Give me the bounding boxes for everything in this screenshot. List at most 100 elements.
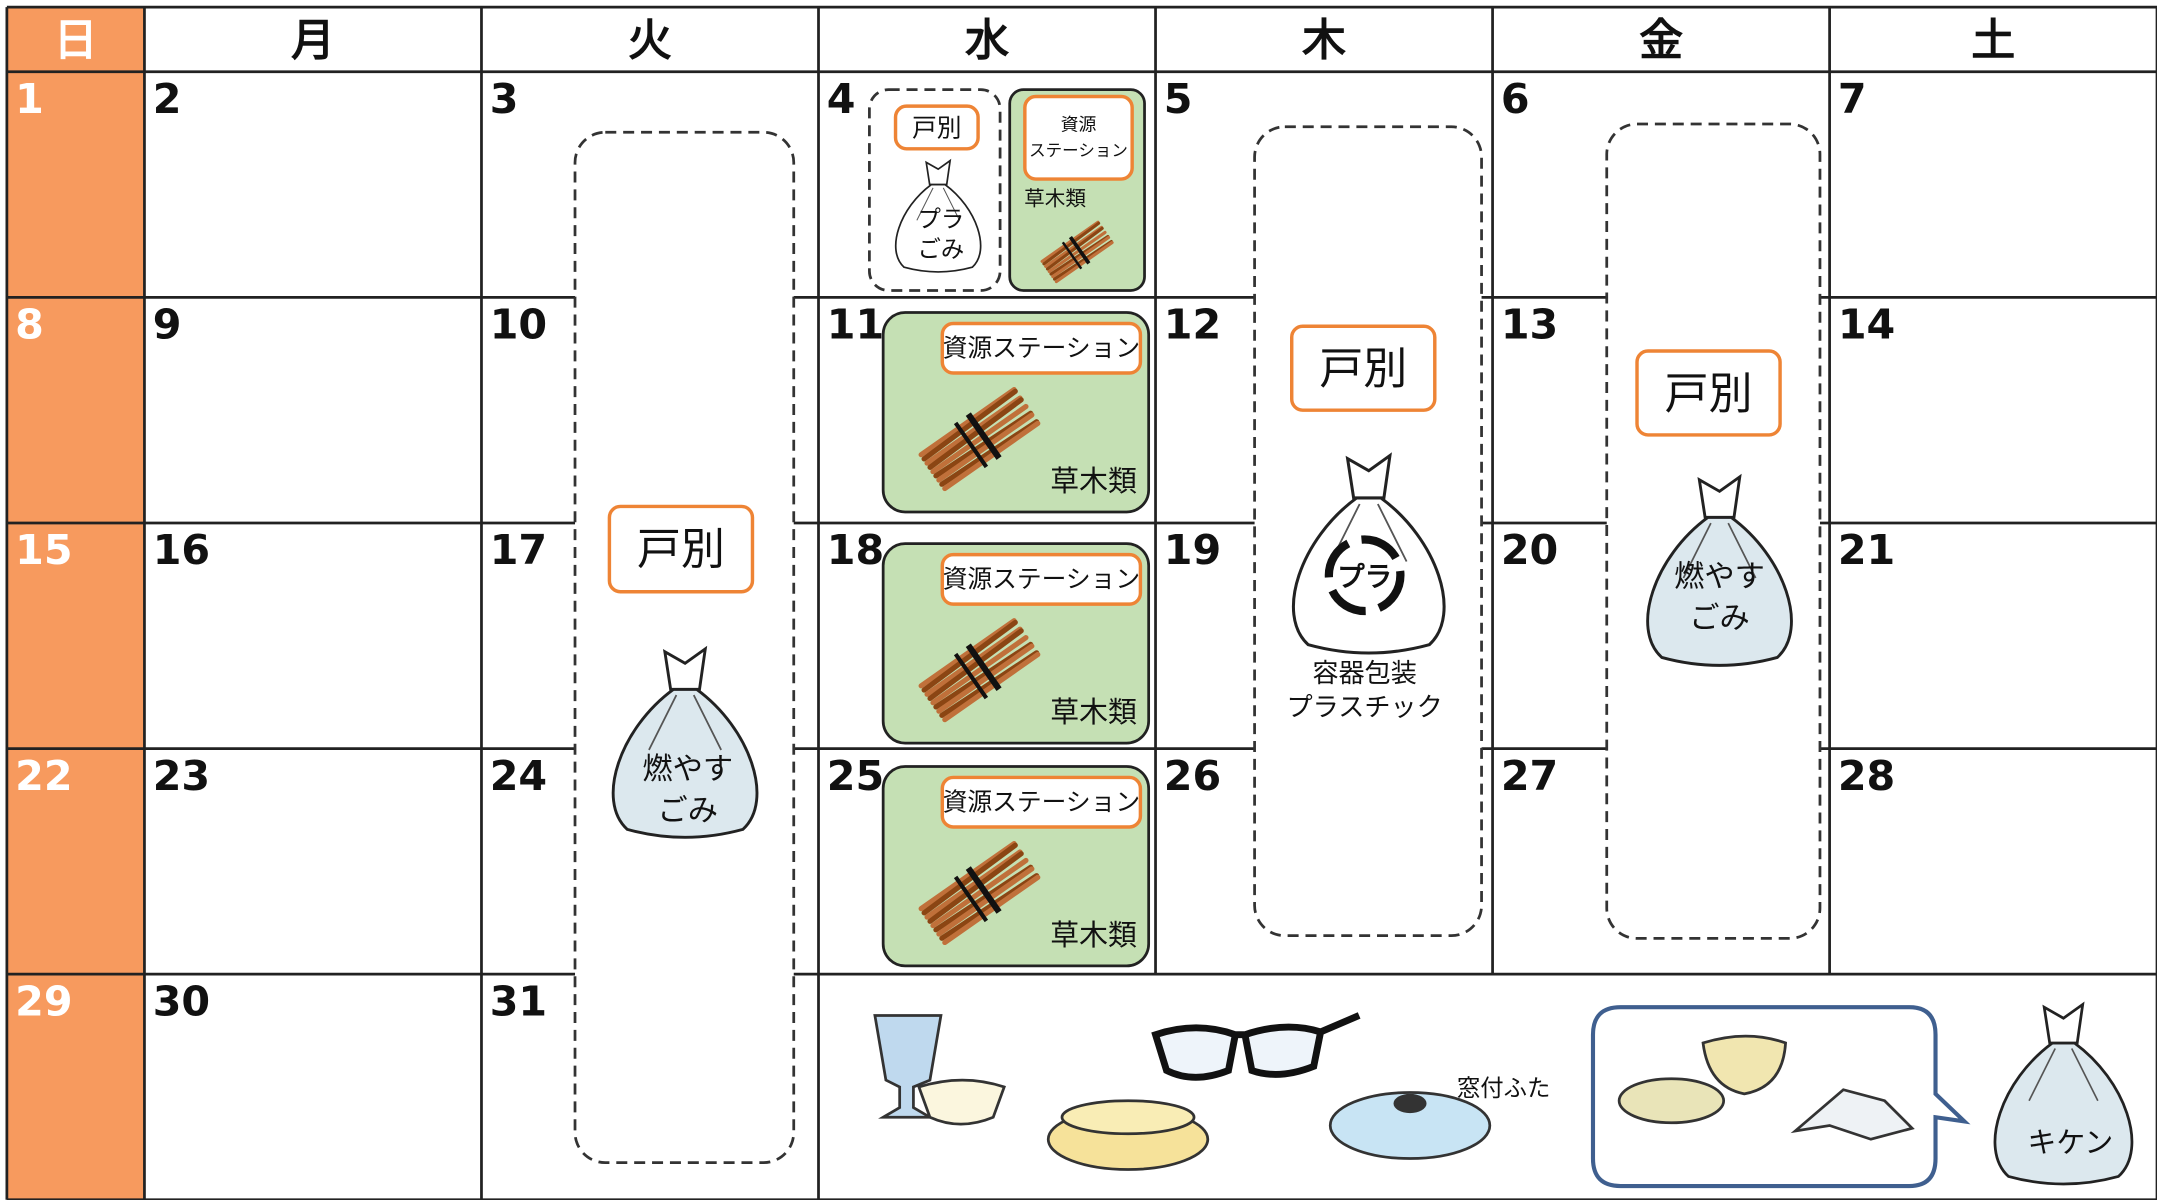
label-text: 5 — [1164, 75, 1193, 123]
branch — [1045, 226, 1104, 271]
branch — [1051, 235, 1111, 279]
method-box — [940, 321, 1143, 375]
bag-knot — [662, 645, 708, 691]
bag-body — [611, 687, 759, 839]
label-text: 26 — [1164, 752, 1221, 800]
label-text: 19 — [1164, 526, 1221, 574]
label-text: 容器包装 — [1312, 659, 1417, 689]
method-box — [893, 104, 980, 151]
branch — [1047, 230, 1107, 274]
label-text: ごみ — [1689, 601, 1750, 636]
label-text: 23 — [153, 752, 210, 800]
method-box — [1023, 94, 1134, 181]
branch — [942, 651, 1041, 723]
bag-body — [1646, 515, 1793, 667]
band — [953, 421, 989, 469]
label-text: 木 — [1302, 15, 1346, 66]
method-box — [1635, 349, 1782, 437]
branch — [942, 420, 1041, 492]
branch — [930, 635, 1029, 706]
label-text: ごみ — [918, 235, 965, 263]
bag-knot — [1345, 452, 1392, 500]
label-text: 草木類 — [1050, 695, 1137, 729]
label-text: 22 — [15, 752, 72, 800]
label-text: 20 — [1501, 526, 1558, 574]
band — [1068, 235, 1091, 265]
branch — [936, 412, 1035, 483]
cup — [917, 1078, 1006, 1126]
label-text: 13 — [1501, 301, 1558, 349]
branch — [927, 397, 1024, 470]
garbage-bag — [611, 645, 759, 839]
bag-fold — [648, 694, 722, 751]
label-text: 土 — [1971, 15, 2015, 66]
glasses — [1151, 1012, 1361, 1081]
band — [1061, 241, 1083, 270]
pot-lid — [1060, 1099, 1196, 1136]
method-box — [940, 775, 1143, 829]
sunday-column — [6, 71, 145, 1200]
label-text: 草木類 — [1050, 464, 1137, 498]
branch — [927, 851, 1024, 924]
label-text: 21 — [1838, 526, 1895, 574]
branch — [1042, 221, 1101, 266]
label-text: 金 — [1639, 15, 1683, 66]
garbage-bag — [1993, 1001, 2134, 1186]
method-box — [940, 552, 1143, 606]
label-text: 草木類 — [1024, 187, 1086, 211]
bag-body — [894, 183, 982, 273]
label-text: 燃やす — [1674, 559, 1765, 594]
broken-glass — [1790, 1088, 1915, 1141]
header-cell — [6, 7, 145, 72]
label-text: 資源 — [1061, 114, 1097, 135]
bag-knot — [2042, 1001, 2085, 1045]
label-text: 10 — [490, 301, 547, 349]
bag-body — [1291, 496, 1446, 655]
label-text: 月 — [291, 15, 335, 66]
band — [953, 652, 989, 700]
label-text: 4 — [827, 75, 856, 123]
label-text: 資源ステーション — [943, 565, 1141, 594]
branch — [930, 403, 1029, 475]
label-text: ステーション — [1029, 141, 1128, 160]
label-text: 31 — [490, 977, 547, 1025]
branches-icon — [918, 387, 1041, 492]
label-text: 15 — [15, 526, 72, 574]
label-text: 7 — [1838, 75, 1867, 123]
label-text: 16 — [153, 526, 210, 574]
branch — [927, 628, 1024, 702]
label-text: 1 — [15, 75, 44, 123]
label-text: プラ — [918, 205, 965, 233]
label-text: 6 — [1501, 75, 1530, 123]
method-box — [607, 504, 755, 594]
branch — [939, 650, 1040, 718]
bag-knot — [1697, 473, 1742, 519]
label-text: 3 — [490, 75, 519, 123]
branch — [936, 866, 1035, 937]
label-text: 24 — [490, 752, 547, 800]
branch — [921, 388, 1018, 462]
branch — [930, 857, 1029, 929]
plate — [1617, 1077, 1726, 1125]
header-cell — [144, 7, 482, 72]
label-text: 30 — [153, 977, 210, 1025]
lid — [1328, 1091, 1492, 1160]
bag-knot — [925, 158, 952, 186]
branch — [921, 619, 1018, 693]
header-cell — [1829, 7, 2157, 72]
label-text: 17 — [490, 526, 547, 574]
label-text: プラスチック — [1287, 693, 1443, 723]
bowl — [1701, 1034, 1788, 1096]
band — [965, 412, 1002, 460]
band — [953, 875, 989, 923]
band — [965, 643, 1002, 691]
label-text: 窓付ふた — [1457, 1074, 1551, 1102]
header-cell — [818, 7, 1156, 72]
label-text: 戸別 — [1319, 344, 1407, 395]
label-text: 戸別 — [1665, 368, 1753, 419]
bag-fold — [2028, 1048, 2099, 1102]
branch — [942, 874, 1041, 946]
branch — [936, 643, 1035, 714]
